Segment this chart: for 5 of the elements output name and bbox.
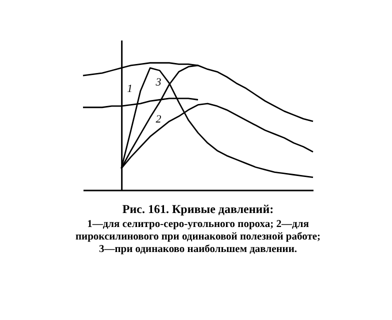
text: 1—для селитро-серо-угольного пороха; 2—для пироксилинового при одинаковой полезной работе; 3—при одинаково наибольшем давлении. [75, 219, 321, 255]
series-label: 3 [154, 76, 162, 88]
text: Рис. 161. Кривые давлений: [122, 202, 274, 216]
series-label: 2 [156, 113, 162, 126]
series-label: 1 [127, 82, 132, 95]
